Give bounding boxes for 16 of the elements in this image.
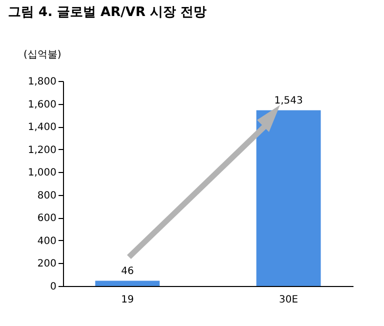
x-tick-label: 19 bbox=[121, 294, 134, 306]
y-axis-title: (십억불) bbox=[24, 50, 62, 60]
y-tick-label: 200 bbox=[37, 258, 56, 270]
y-tick-label: 400 bbox=[37, 236, 56, 247]
y-tick-label: 800 bbox=[37, 190, 56, 202]
y-tick-label: 1,200 bbox=[28, 144, 56, 156]
y-tick-label: 1,600 bbox=[28, 99, 56, 110]
data-label: 46 bbox=[121, 266, 134, 277]
y-tick-label: 600 bbox=[37, 213, 56, 224]
y-tick-label: 1,800 bbox=[28, 76, 56, 88]
data-label: 1,543 bbox=[274, 95, 303, 106]
chart-title: 그림 4. 글로벌 AR/VR 시장 전망 bbox=[8, 5, 207, 20]
y-tick-label: 0 bbox=[50, 282, 56, 292]
y-tick-label: 1,400 bbox=[28, 122, 56, 134]
x-tick-label: 30E bbox=[279, 294, 298, 306]
y-tick-label: 1,000 bbox=[28, 168, 56, 179]
